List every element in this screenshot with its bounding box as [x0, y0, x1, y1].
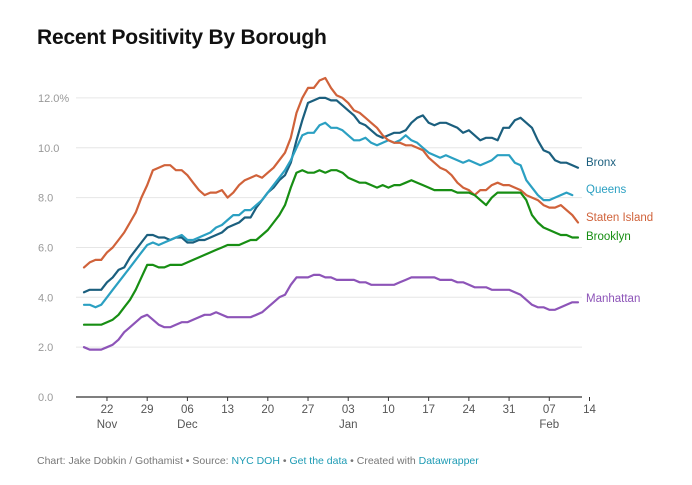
- datawrapper-link[interactable]: Datawrapper: [418, 455, 479, 467]
- y-tick-label: 0.0: [38, 392, 53, 404]
- x-tick-label: 14: [583, 404, 596, 416]
- x-month-label: Jan: [339, 419, 358, 431]
- chart-title: Recent Positivity By Borough: [37, 26, 327, 49]
- separator: •: [279, 455, 290, 467]
- x-month-label: Feb: [539, 419, 559, 431]
- series-label-queens: Queens: [586, 184, 627, 196]
- series-line-manhattan: [82, 273, 580, 351]
- separator: • Created with: [347, 455, 419, 467]
- credit-text: Chart: Jake Dobkin / Gothamist • Source:: [37, 455, 232, 467]
- x-tick-label: 06: [181, 404, 194, 416]
- chart-footer: Chart: Jake Dobkin / Gothamist • Source:…: [37, 455, 479, 467]
- get-data-link[interactable]: Get the data: [289, 455, 348, 467]
- x-month-label: Dec: [177, 419, 198, 431]
- y-tick-label: 2.0: [38, 342, 53, 354]
- series-line-queens: [82, 121, 574, 309]
- series-line-bronx: [82, 96, 580, 294]
- x-tick-label: 31: [503, 404, 516, 416]
- series-label-staten-island: Staten Island: [586, 212, 653, 224]
- series-lines: [82, 76, 580, 351]
- x-axis: 22 Nov 29 06 Dec 13 20 27 03 Jan 10 17 24 31 07 Feb 14: [97, 397, 596, 431]
- x-tick-label: 17: [422, 404, 435, 416]
- x-tick-label: 10: [382, 404, 395, 416]
- y-tick-label: 10.0: [38, 143, 59, 155]
- y-tick-label: 4.0: [38, 292, 53, 304]
- x-tick-label: 24: [462, 404, 475, 416]
- x-tick-label: 27: [302, 404, 315, 416]
- x-tick-label: 03: [342, 404, 355, 416]
- series-label-brooklyn: Brooklyn: [586, 231, 631, 243]
- x-tick-label: 13: [221, 404, 234, 416]
- y-tick-label: 6.0: [38, 242, 53, 254]
- source-link[interactable]: NYC DOH: [231, 455, 280, 467]
- y-axis: 0.0 2.0 4.0 6.0 8.0 10.0 12.0%: [38, 93, 69, 404]
- x-tick-label: 07: [543, 404, 556, 416]
- x-tick-label: 20: [261, 404, 274, 416]
- x-tick-label: 29: [141, 404, 154, 416]
- series-line-staten-island: [82, 76, 580, 269]
- series-line-brooklyn: [82, 169, 580, 326]
- series-label-manhattan: Manhattan: [586, 293, 640, 305]
- y-tick-label: 12.0%: [38, 93, 69, 105]
- x-tick-label: 22: [101, 404, 114, 416]
- x-month-label: Nov: [97, 419, 118, 431]
- y-tick-label: 8.0: [38, 193, 53, 205]
- series-label-bronx: Bronx: [586, 157, 616, 169]
- series-labels: Bronx Queens Staten Island Brooklyn Manhatta…: [586, 157, 653, 305]
- grid-lines: [76, 97, 582, 398]
